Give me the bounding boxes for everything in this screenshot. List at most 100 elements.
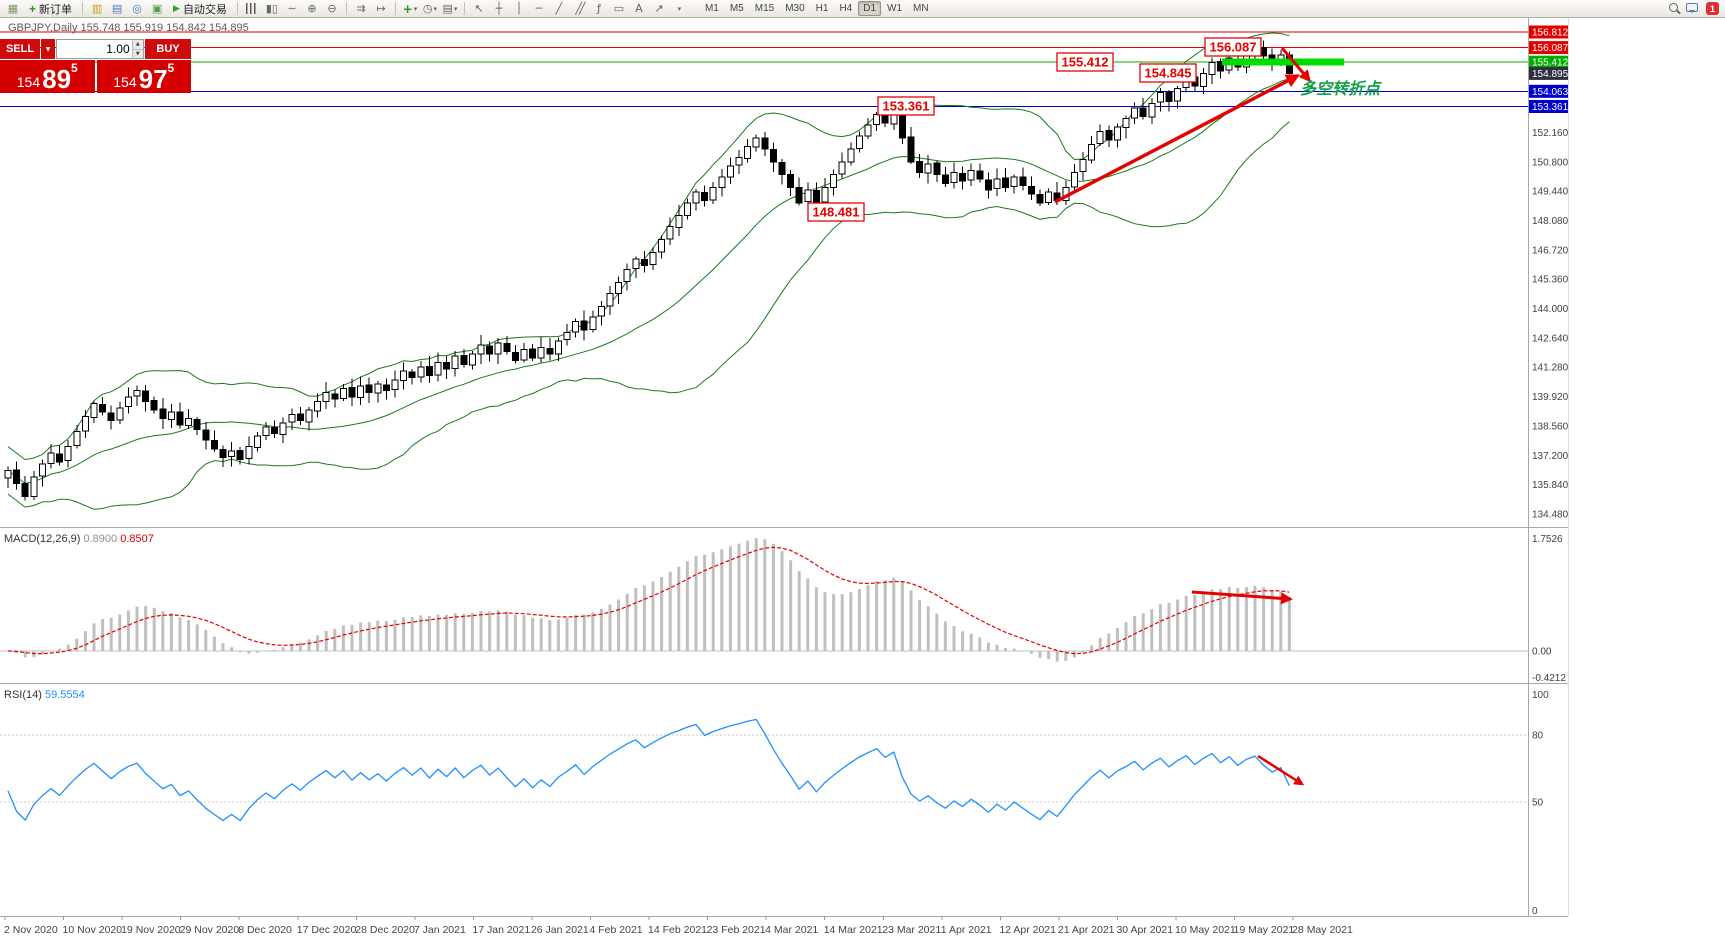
- trendline-tool-icon[interactable]: ╱: [555, 2, 563, 15]
- auto-scroll-icon[interactable]: ⇉: [356, 2, 366, 15]
- volume-up-icon[interactable]: ▲: [132, 40, 143, 49]
- svg-text:155.412: 155.412: [1532, 58, 1569, 69]
- macd-pane: [0, 538, 1528, 662]
- toolbar-separator: [394, 2, 396, 15]
- zoom-out-icon[interactable]: ⊖: [327, 2, 337, 15]
- timeframe-group: M1 M5 M15 M30 H1 H4 D1 W1 MN: [700, 1, 934, 16]
- candlestick-chart-type-icon[interactable]: ▮▯: [265, 2, 278, 15]
- svg-text:152.160: 152.160: [1532, 128, 1569, 139]
- macd-signal-value: 0.8507: [120, 533, 154, 545]
- timeframe-m30[interactable]: M30: [785, 3, 805, 14]
- chart-window: 152.160 150.800 149.440 148.080 146.720 145.3…: [0, 18, 1725, 942]
- svg-text:17 Dec 2020: 17 Dec 2020: [297, 924, 357, 936]
- search-icon[interactable]: [1669, 2, 1678, 15]
- toolbar-separator: [345, 2, 347, 15]
- macd-main-value: 0.8900: [83, 533, 118, 545]
- shapes-tool-icon[interactable]: ▭: [613, 2, 625, 15]
- vertical-line-tool-icon[interactable]: │: [515, 2, 523, 15]
- terminal-icon[interactable]: ▣: [151, 2, 163, 15]
- buy-button[interactable]: BUY: [145, 39, 191, 59]
- buy-price-base: 154: [113, 73, 137, 90]
- zoom-in-icon[interactable]: ⊕: [307, 2, 317, 15]
- svg-text:2 Nov 2020: 2 Nov 2020: [4, 924, 58, 936]
- text-tool-icon[interactable]: A: [635, 2, 643, 15]
- timeframe-m15[interactable]: M15: [754, 3, 775, 14]
- svg-text:17 Jan 2021: 17 Jan 2021: [472, 924, 530, 936]
- svg-text:139.920: 139.920: [1532, 392, 1569, 403]
- sell-price-point: 5: [71, 61, 78, 75]
- volume-spinners: ▲ ▼: [131, 40, 143, 58]
- sell-price-base: 154: [16, 73, 41, 90]
- svg-text:149.440: 149.440: [1532, 187, 1569, 198]
- sell-price-pips: 89: [42, 63, 72, 94]
- crosshair-tool-icon[interactable]: ┼: [495, 2, 503, 15]
- price-lines-layer: [0, 31, 1528, 107]
- market-watch-icon[interactable]: ▥: [91, 2, 103, 15]
- svg-text:1.7526: 1.7526: [1532, 534, 1563, 545]
- navigator-icon[interactable]: ◎: [132, 2, 142, 15]
- toolbar-separator: [236, 2, 238, 15]
- svg-text:23 Feb 2021: 23 Feb 2021: [707, 924, 766, 936]
- svg-text:23 Mar 2021: 23 Mar 2021: [882, 924, 941, 936]
- rsi-pane: [0, 718, 1528, 822]
- svg-text:154.895: 154.895: [1532, 69, 1569, 80]
- chart-shift-icon[interactable]: ↦: [376, 2, 386, 15]
- chart-window-icon[interactable]: ▦: [7, 2, 19, 15]
- svg-text:10 May 2021: 10 May 2021: [1175, 924, 1236, 936]
- svg-text:145.360: 145.360: [1532, 275, 1569, 286]
- volume-down-icon[interactable]: ▼: [132, 48, 143, 58]
- svg-text:137.200: 137.200: [1532, 451, 1569, 462]
- timeframe-w1[interactable]: W1: [887, 3, 903, 14]
- channel-tool-icon[interactable]: ╱╱: [575, 2, 585, 15]
- fibonacci-tool-icon[interactable]: ƒ: [597, 2, 601, 15]
- svg-text:26 Jan 2021: 26 Jan 2021: [531, 924, 589, 936]
- sell-price-box[interactable]: 154 89 5: [0, 60, 95, 93]
- svg-text:80: 80: [1532, 730, 1544, 741]
- notification-badge[interactable]: 1: [1706, 2, 1719, 15]
- sell-button[interactable]: SELL: [0, 39, 40, 59]
- toolbar-separator: [82, 2, 84, 15]
- svg-text:50: 50: [1532, 798, 1544, 809]
- svg-text:10 Nov 2020: 10 Nov 2020: [63, 924, 123, 936]
- svg-text:多空转折点: 多空转折点: [1300, 80, 1382, 98]
- svg-text:148.080: 148.080: [1532, 216, 1569, 227]
- svg-text:1 Apr 2021: 1 Apr 2021: [941, 924, 992, 936]
- macd-indicator-label: MACD(12,26,9) 0.8900 0.8507: [4, 533, 154, 545]
- new-order-button[interactable]: + 新订单: [24, 1, 77, 17]
- svg-text:155.412: 155.412: [1062, 55, 1109, 70]
- svg-text:8 Dec 2020: 8 Dec 2020: [238, 924, 292, 936]
- templates-button[interactable]: ▤ ▾: [442, 2, 458, 15]
- svg-text:28 Dec 2020: 28 Dec 2020: [355, 924, 415, 936]
- svg-text:4 Mar 2021: 4 Mar 2021: [765, 924, 818, 936]
- periods-button[interactable]: ◷ ▾: [422, 2, 437, 15]
- buy-price-box[interactable]: 154 97 5: [96, 60, 191, 93]
- chat-icon[interactable]: [1686, 2, 1698, 15]
- timeframe-mn[interactable]: MN: [913, 3, 929, 14]
- svg-text:21 Apr 2021: 21 Apr 2021: [1058, 924, 1115, 936]
- timeframe-h1[interactable]: H1: [815, 3, 829, 14]
- line-chart-type-icon[interactable]: ∼: [287, 2, 297, 15]
- timeframe-m5[interactable]: M5: [729, 3, 744, 14]
- autotrading-button[interactable]: ▶ 自动交易: [168, 1, 232, 17]
- bar-chart-type-icon[interactable]: [243, 1, 261, 16]
- horizontal-line-tool-icon[interactable]: ─: [535, 2, 543, 15]
- new-order-icon: +: [29, 1, 37, 16]
- svg-text:156.087: 156.087: [1210, 40, 1257, 55]
- chart-ohlc-header: GBPJPY,Daily 155.748 155.919 154.842 154…: [8, 22, 249, 34]
- toolbar-separator: [463, 2, 465, 15]
- price-scale: [1529, 25, 1568, 113]
- arrows-tool-icon[interactable]: ↗: [654, 2, 664, 15]
- svg-text:142.640: 142.640: [1532, 333, 1569, 344]
- timeframe-d1[interactable]: D1: [858, 1, 882, 16]
- indicators-add-button[interactable]: + ▾: [402, 1, 418, 16]
- cursor-tool-icon[interactable]: ↖: [474, 2, 484, 15]
- svg-text:150.800: 150.800: [1532, 157, 1569, 168]
- data-window-icon[interactable]: ▤: [111, 2, 123, 15]
- order-dropdown-icon[interactable]: ▼: [41, 39, 55, 59]
- volume-input[interactable]: [57, 40, 132, 58]
- tools-dropdown-icon[interactable]: ▾: [677, 4, 682, 13]
- timeframe-m1[interactable]: M1: [704, 3, 719, 14]
- price-chart[interactable]: 152.160 150.800 149.440 148.080 146.720 145.3…: [0, 18, 1725, 942]
- timeframe-h4[interactable]: H4: [839, 3, 853, 14]
- rsi-title: RSI(14): [4, 689, 42, 701]
